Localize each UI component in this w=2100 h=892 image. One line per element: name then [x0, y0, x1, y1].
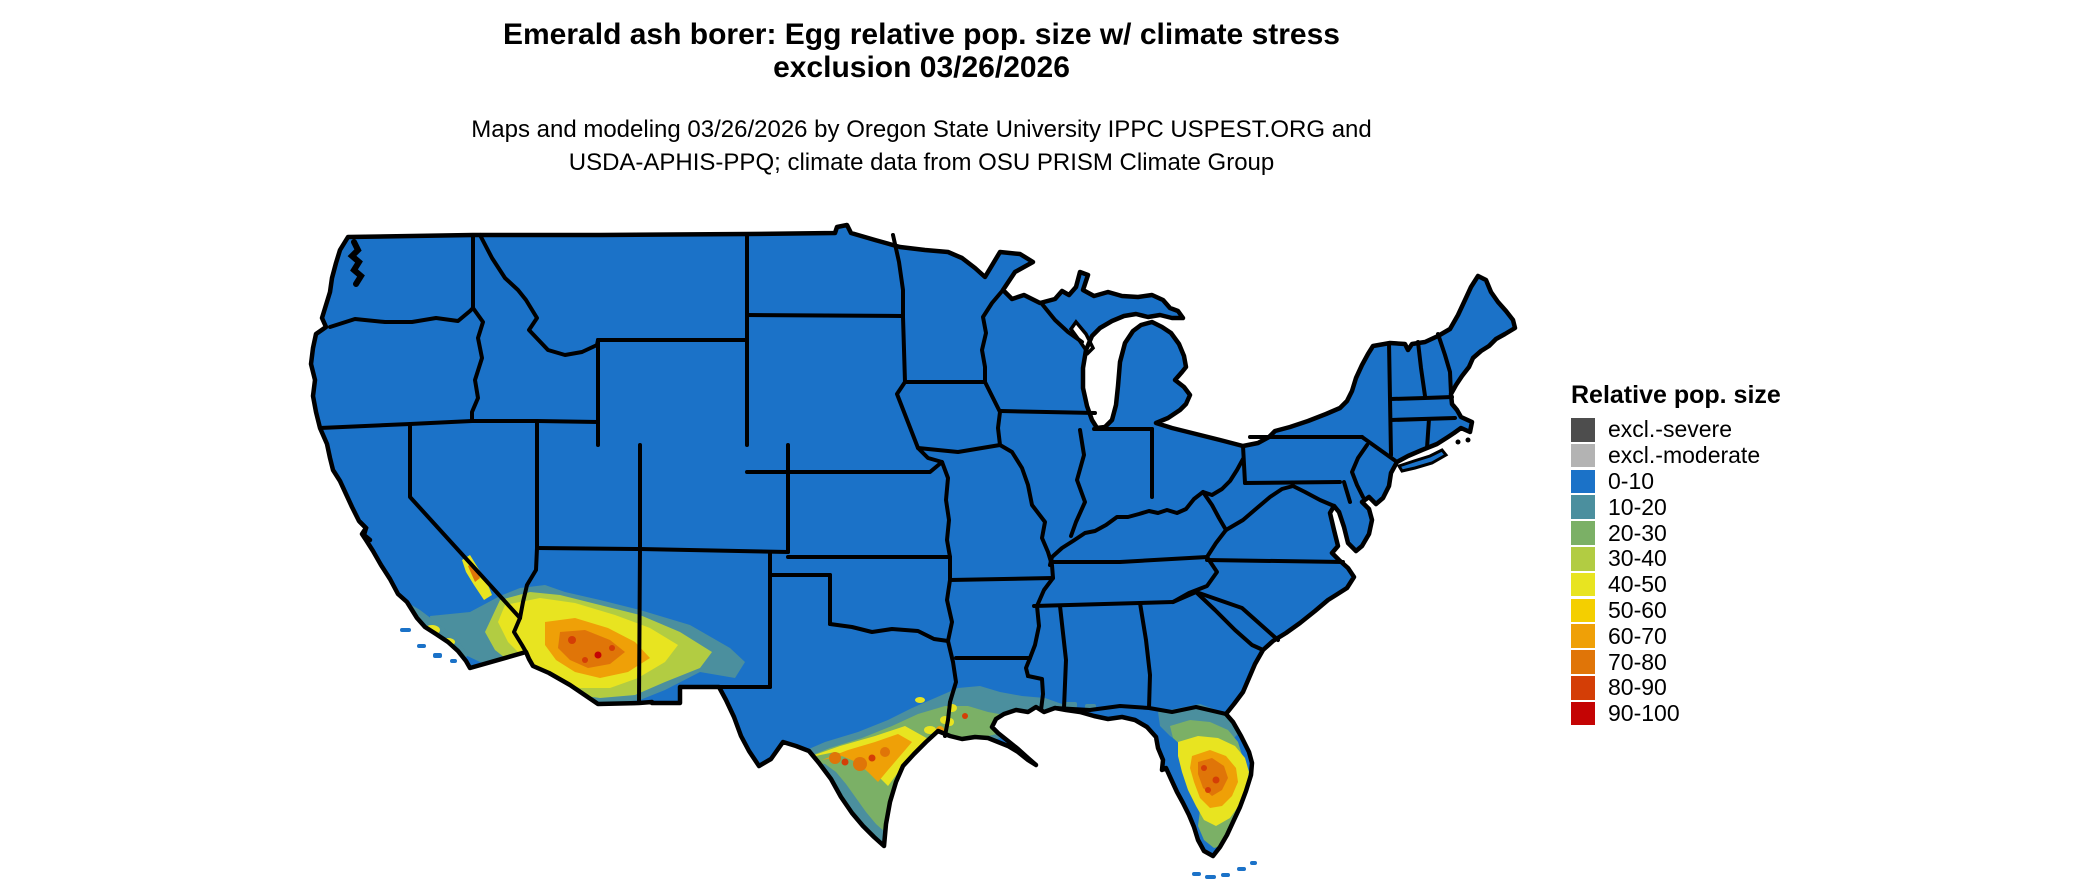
legend-title: Relative pop. size	[1571, 381, 1781, 409]
legend-label: 20-30	[1608, 519, 1667, 546]
legend-label: 0-10	[1608, 468, 1655, 494]
map-legend: Relative pop. size excl.-severe excl.-mod…	[1571, 381, 1781, 727]
long-island	[1396, 448, 1449, 473]
legend-swatch	[1571, 469, 1595, 494]
legend-swatch	[1571, 701, 1595, 726]
legend-row: 80-90	[1571, 674, 1781, 701]
heat-florida-hotspot	[1158, 704, 1249, 856]
florida-keys	[1192, 861, 1257, 879]
legend-row: 30-40	[1571, 545, 1781, 572]
legend-row: excl.-moderate	[1571, 442, 1781, 469]
legend-swatch	[1571, 598, 1595, 623]
state-borders	[318, 232, 1457, 738]
title-line-2: exclusion 03/26/2026	[773, 51, 1070, 84]
legend-swatch	[1571, 624, 1595, 649]
legend-row: 90-100	[1571, 700, 1781, 727]
nantucket-island	[1465, 437, 1471, 443]
legend-swatch	[1571, 418, 1595, 442]
legend-row: 40-50	[1571, 571, 1781, 598]
legend-swatch	[1571, 650, 1595, 674]
page-title: Emerald ash borer: Egg relative pop. siz…	[0, 18, 1843, 84]
san-francisco-bay	[357, 519, 373, 543]
legend-rows: excl.-severe excl.-moderate 0-10 10-20 20-30…	[1571, 416, 1781, 727]
legend-label: 80-90	[1608, 674, 1667, 701]
subtitle-line-1: Maps and modeling 03/26/2026 by Oregon S…	[471, 116, 1372, 143]
legend-label: 90-100	[1608, 700, 1680, 727]
puget-sound	[347, 239, 365, 287]
legend-label: 50-60	[1608, 596, 1667, 623]
page-subtitle: Maps and modeling 03/26/2026 by Oregon S…	[0, 113, 1843, 179]
legend-label: 10-20	[1608, 493, 1667, 520]
legend-label: excl.-moderate	[1608, 442, 1761, 469]
legend-swatch	[1571, 521, 1595, 545]
channel-islands	[400, 628, 457, 663]
legend-row: 70-80	[1571, 649, 1781, 675]
legend-row: 50-60	[1571, 596, 1781, 624]
marthas-vineyard-island	[1455, 439, 1461, 445]
legend-swatch	[1571, 495, 1595, 520]
legend-swatch	[1571, 572, 1595, 597]
subtitle-line-2: USDA-APHIS-PPQ; climate data from OSU PR…	[568, 149, 1275, 176]
title-line-1: Emerald ash borer: Egg relative pop. siz…	[503, 18, 1340, 51]
legend-row: 0-10	[1571, 468, 1781, 495]
legend-label: 30-40	[1608, 545, 1667, 572]
legend-swatch	[1571, 443, 1595, 468]
legend-label: 40-50	[1608, 571, 1667, 598]
legend-row: excl.-severe	[1571, 416, 1781, 443]
legend-label: 60-70	[1608, 622, 1667, 649]
legend-swatch	[1571, 676, 1595, 700]
legend-row: 20-30	[1571, 520, 1781, 546]
legend-swatch	[1571, 547, 1595, 571]
legend-label: 70-80	[1608, 648, 1667, 675]
legend-row: 10-20	[1571, 494, 1781, 520]
legend-label: excl.-severe	[1608, 416, 1732, 443]
legend-row: 60-70	[1571, 623, 1781, 649]
